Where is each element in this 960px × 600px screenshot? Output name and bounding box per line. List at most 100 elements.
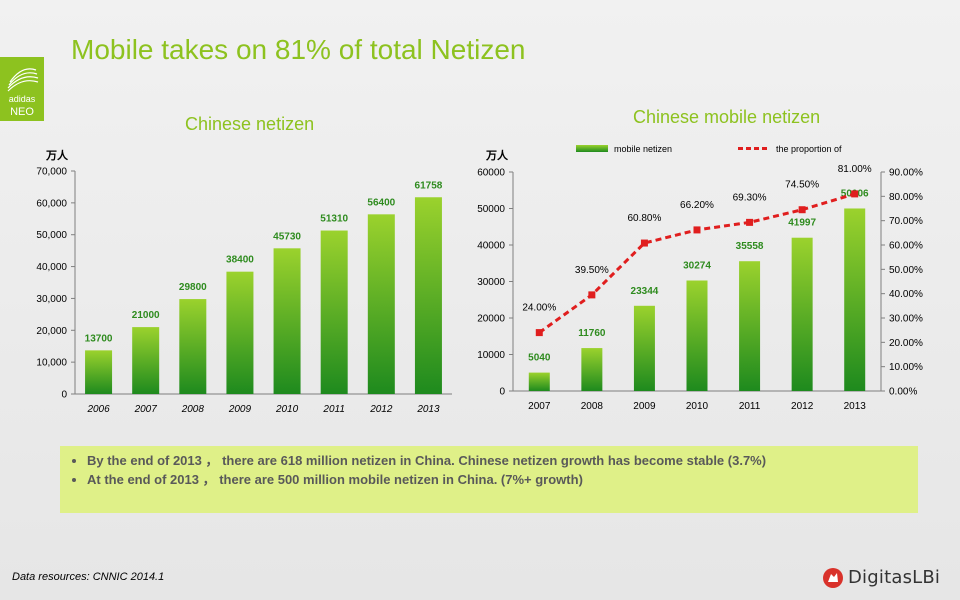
- chart2-y2-tick-label: 50.00%: [889, 265, 923, 276]
- chart2-data-label: 23344: [631, 286, 659, 297]
- chart1-bar: [132, 327, 160, 394]
- chart2-y2-tick-label: 90.00%: [889, 168, 923, 179]
- summary-panel: By the end of 2013 ， there are 618 milli…: [60, 446, 918, 513]
- chart1-data-label: 21000: [132, 310, 160, 321]
- chart1-y-tick-label: 30,000: [36, 294, 67, 305]
- logo-line1: adidas: [9, 94, 36, 104]
- chart2-proportion-label: 81.00%: [838, 164, 872, 175]
- summary-point-2: At the end of 2013 ， there are 500 milli…: [87, 470, 918, 489]
- chart2-data-label: 5040: [528, 353, 551, 364]
- chart2-title: Chinese mobile netizen: [633, 107, 821, 127]
- chart2-x-tick-label: 2011: [739, 401, 761, 412]
- chart1-y-tick-label: 10,000: [36, 358, 67, 369]
- chart1-data-label: 56400: [367, 197, 395, 208]
- chart2-y-tick-label: 40000: [477, 241, 505, 252]
- chart1-x-tick-label: 2007: [134, 404, 158, 415]
- chart2-y-tick-label: 60000: [477, 168, 505, 179]
- chart1-data-label: 29800: [179, 282, 207, 293]
- legend-bar-label: mobile netizen: [614, 144, 672, 154]
- chart1-bar: [273, 248, 301, 394]
- chart2-y2-tick-label: 40.00%: [889, 289, 923, 300]
- adidas-neo-logo-icon: adidas NEO: [7, 68, 39, 118]
- chart2-bar: [739, 261, 761, 391]
- chart2-x-tick-label: 2008: [581, 401, 604, 412]
- chart1-ylabel: 万人: [45, 148, 69, 162]
- legend-line-label: the proportion of: [776, 144, 842, 154]
- chart2-proportion-point: [640, 239, 648, 247]
- page-title: Mobile takes on 81% of total Netizen: [71, 34, 526, 65]
- chart2-proportion-label: 39.50%: [575, 265, 609, 276]
- chart1-x-tick-label: 2011: [322, 404, 345, 415]
- chart1-data-label: 61758: [415, 180, 443, 191]
- brand-name: DigitasLBi: [848, 567, 941, 588]
- chart2-x-tick-label: 2009: [633, 401, 656, 412]
- chart2-y2-tick-label: 0.00%: [889, 387, 917, 398]
- chart2-data-label: 35558: [736, 241, 764, 252]
- chart2-data-label: 11760: [578, 328, 606, 339]
- chart2-proportion-point: [746, 218, 754, 226]
- chart1-y-tick-label: 20,000: [36, 326, 67, 337]
- chart1-bar: [226, 271, 254, 394]
- chart1-data-label: 51310: [320, 214, 348, 225]
- chart2-y2-tick-label: 10.00%: [889, 362, 923, 373]
- chart2-proportion-label: 24.00%: [522, 303, 556, 314]
- chart1-x-tick-label: 2013: [416, 404, 440, 415]
- chart2-y-tick-label: 0: [499, 387, 505, 398]
- chart2-proportion-label: 60.80%: [627, 213, 661, 224]
- chart1-x-tick-label: 2008: [181, 404, 205, 415]
- chart2-data-label: 41997: [788, 218, 816, 229]
- chart1-bar: [320, 230, 348, 394]
- chart2-x-tick-label: 2010: [686, 401, 709, 412]
- chart2-y-tick-label: 30000: [477, 277, 505, 288]
- legend-bar-swatch: [576, 145, 608, 152]
- chart1-bar: [414, 197, 442, 394]
- chart1-y-tick-label: 0: [61, 390, 67, 401]
- chart1-y-tick-label: 40,000: [36, 262, 67, 273]
- chart1-bar: [367, 214, 395, 394]
- chart1-data-label: 13700: [85, 333, 113, 344]
- chart1-y-tick-label: 50,000: [36, 230, 67, 241]
- chart2-bar: [686, 280, 708, 391]
- chart2-ylabel: 万人: [485, 148, 509, 162]
- chart2-y-tick-label: 10000: [477, 350, 505, 361]
- chart2-bar: [528, 372, 550, 391]
- lion-icon: [823, 568, 843, 588]
- chart1-x-tick-label: 2009: [228, 404, 252, 415]
- charts-canvas: 万人 0 10,000 20,000 30,000 40,000 50,000 60,000…: [36, 144, 923, 415]
- chart2-proportion-point: [851, 190, 859, 198]
- logo-line2: NEO: [10, 106, 34, 118]
- summary-point-1: By the end of 2013 ， there are 618 milli…: [87, 451, 918, 470]
- chart1-title: Chinese netizen: [185, 114, 315, 134]
- brand-logo: adidas NEO: [0, 57, 44, 121]
- chart2-proportion-point: [588, 291, 596, 299]
- chart1-x-tick-label: 2012: [369, 404, 393, 415]
- chart2-proportion-label: 69.30%: [733, 192, 767, 203]
- chart2-x-tick-label: 2012: [791, 401, 814, 412]
- chart1-data-label: 38400: [226, 255, 254, 266]
- chart2-y2-tick-label: 20.00%: [889, 338, 923, 349]
- chart2-y2-tick-label: 60.00%: [889, 241, 923, 252]
- chart2-proportion-point: [693, 226, 701, 234]
- chart2-y-tick-label: 20000: [477, 314, 505, 325]
- chart2: 万人 mobile netizen the proportion of 0 100…: [477, 144, 923, 412]
- chart1-y-tick-label: 70,000: [36, 167, 67, 178]
- chart2-proportion-label: 74.50%: [785, 180, 819, 191]
- chart2-bar: [791, 237, 813, 391]
- chart2-y-tick-label: 50000: [477, 204, 505, 215]
- chart2-y2-tick-label: 70.00%: [889, 216, 923, 227]
- chart2-y2-tick-label: 80.00%: [889, 192, 923, 203]
- chart1-bar: [179, 299, 207, 394]
- brand-footer: DigitasLBi: [820, 565, 950, 591]
- chart2-bar: [633, 305, 655, 391]
- chart2-proportion-point: [798, 206, 806, 214]
- chart2-bar: [844, 208, 866, 391]
- chart2-x-tick-label: 2007: [528, 401, 551, 412]
- chart1-bar: [85, 350, 113, 394]
- chart1: 万人 0 10,000 20,000 30,000 40,000 50,000 60,000…: [36, 148, 452, 415]
- chart2-y2-tick-label: 30.00%: [889, 314, 923, 325]
- chart1-y-tick-label: 60,000: [36, 198, 67, 209]
- chart2-bar: [581, 348, 603, 391]
- data-source: Data resources: CNNIC 2014.1: [12, 571, 165, 583]
- chart2-x-tick-label: 2013: [844, 401, 867, 412]
